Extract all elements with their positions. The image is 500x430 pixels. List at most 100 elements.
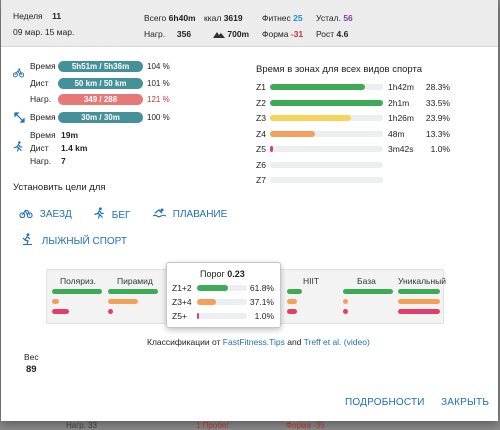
background-text-mid: 1 Пробег — [196, 421, 230, 430]
popup-row-label-3: Z5+ — [172, 311, 187, 321]
runner-icon — [94, 207, 104, 219]
unique-bar-orange — [398, 299, 440, 304]
hiit-bar-orange — [287, 299, 297, 304]
base-bar-pink — [343, 309, 348, 314]
background-text-right: Форма -35 — [286, 421, 325, 430]
zone-pct-2: 33.5% — [425, 97, 450, 108]
set-goal-ride-button[interactable]: ЗАЕЗД — [19, 207, 72, 220]
set-goal-ski-button[interactable]: ЛЫЖНЫЙ СПОРТ — [22, 233, 127, 247]
popup-row-fill-3 — [197, 313, 199, 319]
treff-link[interactable]: Treff et al. — [303, 337, 342, 347]
week-date-range: 09 мар. 15 мар. — [13, 27, 75, 37]
skier-icon — [22, 233, 32, 245]
ride-dist-pct: 101 % — [147, 79, 170, 88]
set-goal-swim-label: ПЛАВАНИЕ — [172, 209, 228, 220]
zone-pct-3: 23.9% — [425, 113, 450, 123]
weight-value: 89 — [26, 364, 37, 375]
run-load-label: Нагр. — [30, 156, 52, 166]
zone-bar-7 — [270, 177, 383, 183]
popup-row-bar-3 — [197, 313, 247, 319]
set-goals-heading: Установить цели для — [13, 182, 106, 193]
polarized-bar-orange — [52, 299, 59, 304]
popup-row-pct-1: 61.8% — [249, 283, 274, 293]
zone-bar-5 — [270, 146, 383, 152]
fatigue-stat: Устал. 56 — [316, 13, 353, 23]
set-goal-run-label: БЕГ — [111, 210, 131, 221]
zone-time-2: 2h1m — [388, 97, 410, 108]
zone-bar-1 — [270, 84, 383, 90]
pyramidal-bar-orange — [108, 299, 138, 304]
growth-stat: Рост 4.6 — [316, 29, 349, 39]
weight-label: Вес — [24, 352, 39, 362]
base-bar-green — [343, 289, 393, 294]
unique-bar-green — [398, 289, 440, 294]
ride-time-pct: 104 % — [147, 62, 170, 71]
class-base-label: База — [357, 276, 376, 286]
zone-bar-fill-1 — [270, 84, 366, 90]
video-link[interactable]: (video) — [343, 337, 370, 347]
swim-time-pct: 100 % — [147, 113, 170, 122]
zone-label-2: Z2 — [256, 97, 266, 108]
elevation-stat: 700m — [213, 29, 249, 39]
zone-bar-6 — [270, 161, 383, 168]
zone-pct-5: 1.0% — [430, 144, 450, 154]
ride-time-goal-pill: 5h51m / 5h36m — [58, 61, 143, 72]
ride-load-pct: 121 % — [147, 95, 170, 104]
zone-pct-1: 28.3% — [425, 82, 450, 92]
zone-bar-fill-2 — [270, 99, 383, 106]
class-pyramidal-label: Пирамид — [117, 276, 153, 286]
set-goal-ride-label: ЗАЕЗД — [39, 209, 72, 220]
background-text-left: Нагр. 33 — [66, 421, 97, 430]
zone-bar-3 — [270, 115, 383, 121]
popup-row-label-1: Z1+2 — [172, 283, 192, 293]
run-time-value: 19m — [61, 130, 79, 140]
hiit-bar-green — [287, 289, 302, 294]
details-button[interactable]: ПОДРОБНОСТИ — [345, 397, 425, 408]
zone-bar-2 — [270, 99, 383, 106]
class-hiit-label: HIIT — [303, 276, 320, 286]
swim-time-label: Время — [30, 112, 56, 122]
kcal-stat: ккал 3619 — [204, 13, 243, 23]
zone-bar-fill-3 — [270, 115, 351, 121]
close-button[interactable]: ЗАКРЫТЬ — [441, 397, 490, 408]
popup-row-fill-2 — [197, 299, 216, 305]
run-time-label: Время — [30, 130, 56, 140]
run-dist-label: Дист — [30, 143, 49, 153]
zone-pct-4: 13.3% — [425, 128, 450, 139]
zone-bar-4 — [270, 130, 383, 137]
zone-label-4: Z4 — [256, 128, 266, 139]
zone-time-3: 1h26m — [388, 113, 414, 123]
zone-label-5: Z5 — [256, 144, 266, 154]
swimmer-icon — [152, 208, 167, 218]
swim-time-goal-pill: 30m / 30m — [58, 112, 143, 123]
popup-row-pct-2: 37.1% — [249, 297, 274, 307]
pyramidal-bar-green — [108, 289, 158, 294]
base-bar-orange — [343, 299, 348, 304]
load-stat: Нагр. 356 — [144, 29, 192, 39]
ride-dist-goal-pill: 50 km / 50 km — [58, 78, 143, 89]
polarized-bar-green — [52, 289, 102, 294]
form-stat: Форма -31 — [262, 29, 304, 39]
pyramidal-bar-pink — [108, 309, 113, 314]
ride-dist-label: Дист — [30, 78, 49, 88]
popup-row-fill-1 — [197, 285, 228, 291]
zone-bar-fill-5 — [270, 146, 274, 152]
zone-label-6: Z6 — [256, 159, 266, 170]
zone-label-7: Z7 — [256, 175, 266, 185]
hiit-bar-pink — [287, 309, 297, 314]
set-goal-run-button[interactable]: БЕГ — [94, 207, 130, 221]
zone-time-5: 3m42s — [388, 144, 414, 154]
total-time-stat: Всего 6h40m — [144, 13, 196, 23]
class-unique-label: Уникальный — [398, 276, 447, 286]
zone-time-4: 48m — [388, 128, 405, 139]
set-goal-swim-button[interactable]: ПЛАВАНИЕ — [152, 207, 228, 220]
class-polarized-label: Поляриз. — [60, 276, 96, 286]
zone-label-3: Z3 — [256, 113, 266, 123]
week-title: Неделя 11 — [13, 11, 62, 21]
zone-time-1: 1h42m — [388, 82, 414, 92]
popup-row-bar-1 — [197, 285, 247, 291]
fastfitness-link[interactable]: FastFitness.Tips — [222, 337, 285, 347]
bike-icon — [13, 68, 24, 78]
zone-label-1: Z1 — [256, 82, 266, 92]
polarized-bar-pink — [52, 309, 69, 314]
